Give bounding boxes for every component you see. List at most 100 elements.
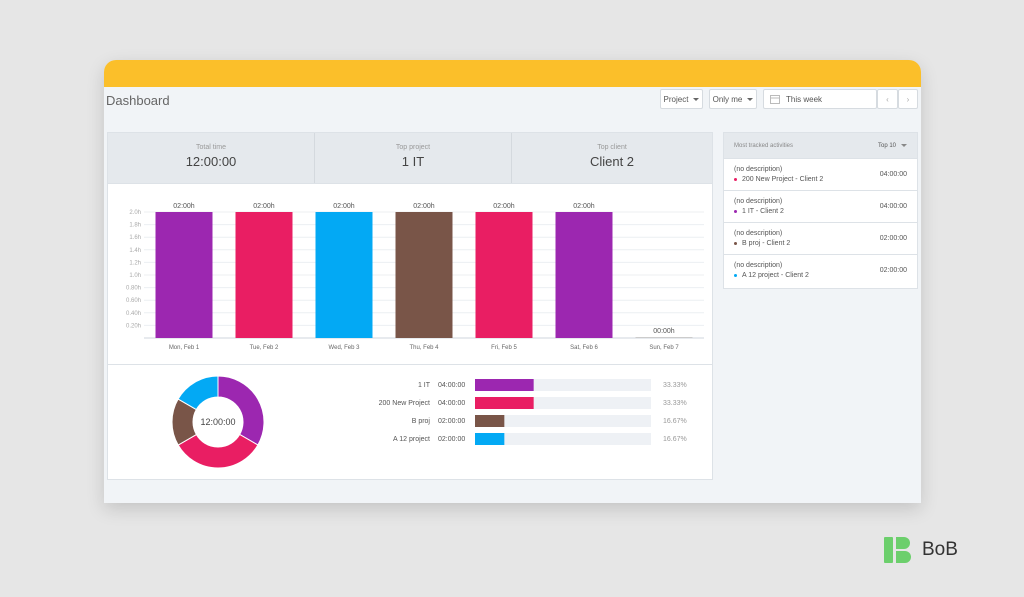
activity-project: 200 New Project - Client 2 <box>734 176 823 183</box>
y-tick-label: 0.80h <box>126 286 141 292</box>
chevron-down-icon <box>693 97 700 101</box>
x-tick-label: Mon, Feb 1 <box>169 345 200 351</box>
breakdown-bar-track <box>475 415 651 427</box>
summary-label: Top client <box>597 144 627 151</box>
daily-bar-chart: 2.0h 1.8h 1.6h 1.4h 1.2h 1.0h 0.80h 0.60h 0.40h 0… <box>108 184 712 365</box>
chevron-down-icon <box>901 144 907 147</box>
breakdown-project-name: A 12 project <box>393 436 430 443</box>
prev-week-button[interactable]: ‹ <box>877 89 898 109</box>
summary-value: Client 2 <box>589 154 635 169</box>
user-filter-dropdown[interactable]: Only me <box>709 89 757 109</box>
breakdown-bar-fill <box>475 397 534 409</box>
x-tick-label: Wed, Feb 3 <box>329 345 361 351</box>
activity-time: 02:00:00 <box>879 235 907 242</box>
activity-row[interactable]: (no description) A 12 project - Client 2 0… <box>724 254 917 286</box>
y-tick-label: 2.0h <box>129 210 141 216</box>
summary-total-time: Total time 12:00:00 <box>108 133 315 183</box>
page-header: Dashboard <box>104 87 921 127</box>
calendar-icon <box>770 95 780 104</box>
breakdown-project-name: B proj <box>412 418 431 425</box>
top-filter-dropdown[interactable]: Top 10 <box>878 143 907 149</box>
bob-logo-text: BoB <box>922 539 958 560</box>
donut-slice <box>177 433 259 469</box>
bar-data-label: 02:00h <box>333 203 355 210</box>
project-filter-dropdown[interactable]: Project <box>660 89 703 109</box>
y-tick-label: 1.4h <box>129 248 141 254</box>
activity-row[interactable]: (no description) 200 New Project - Client… <box>724 158 917 190</box>
bar <box>635 337 693 338</box>
activity-description: (no description) <box>734 262 783 269</box>
y-tick-label: 1.2h <box>129 260 141 266</box>
bob-logo: BoB <box>884 537 958 563</box>
activity-row[interactable]: (no description) B proj - Client 2 02:00:0… <box>724 222 917 254</box>
bar <box>315 212 373 338</box>
project-breakdown: 12:00:00 1 IT 04:00:00 33.33% 200 New Proje… <box>108 365 712 479</box>
x-tick-label: Sun, Feb 7 <box>649 345 679 351</box>
bar-data-label: 02:00h <box>493 203 515 210</box>
activity-row[interactable]: (no description) 1 IT - Client 2 04:00:00 <box>724 190 917 222</box>
donut-center-label: 12:00:00 <box>200 417 235 427</box>
project-color-dot <box>734 274 737 277</box>
chevron-down-icon <box>747 97 754 101</box>
breakdown-bar-fill <box>475 415 505 427</box>
bar <box>395 212 453 338</box>
activity-description: (no description) <box>734 198 783 205</box>
activity-time: 02:00:00 <box>879 267 907 274</box>
bar-data-label: 02:00h <box>413 203 435 210</box>
x-tick-label: Sat, Feb 6 <box>570 345 598 351</box>
next-week-button[interactable]: › <box>898 89 918 109</box>
summary-value: 12:00:00 <box>185 154 237 169</box>
window-top-bar <box>104 60 921 87</box>
y-tick-label: 1.0h <box>129 273 141 279</box>
activity-time: 04:00:00 <box>879 203 907 210</box>
breakdown-percent: 33.33% <box>663 382 687 389</box>
y-tick-label: 0.20h <box>126 323 141 329</box>
activity-list: (no description) 200 New Project - Client… <box>724 158 917 286</box>
date-range-label: This week <box>786 94 823 104</box>
date-range-picker[interactable]: This week <box>763 89 877 109</box>
breakdown-time: 02:00:00 <box>438 418 465 425</box>
activity-description: (no description) <box>734 230 783 237</box>
project-color-dot <box>734 178 737 181</box>
activities-header: Most tracked activities Top 10 <box>724 133 917 158</box>
activity-project-label: B proj - Client 2 <box>742 240 791 247</box>
breakdown-bar-fill <box>475 379 534 391</box>
bar-chart-svg: 2.0h 1.8h 1.6h 1.4h 1.2h 1.0h 0.80h 0.60h 0.40h 0… <box>126 203 704 351</box>
breakdown-time: 04:00:00 <box>438 400 465 407</box>
bar-data-label: 00:00h <box>653 328 675 335</box>
activity-project: B proj - Client 2 <box>734 240 790 247</box>
donut-slice <box>177 375 219 411</box>
top-filter-label: Top 10 <box>877 142 896 149</box>
bar-data-label: 02:00h <box>573 203 595 210</box>
activity-project: 1 IT - Client 2 <box>734 208 784 215</box>
summary-top-client: Top client Client 2 <box>512 133 712 183</box>
breakdown-time: 04:00:00 <box>438 382 465 389</box>
activity-project-label: 200 New Project - Client 2 <box>742 176 824 183</box>
activity-project-label: 1 IT - Client 2 <box>742 208 784 215</box>
chevron-left-icon: ‹ <box>886 94 889 104</box>
breakdown-percent: 16.67% <box>663 418 687 425</box>
x-tick-label: Fri, Feb 5 <box>491 345 517 351</box>
activity-project-label: A 12 project - Client 2 <box>742 272 809 279</box>
app-window: Dashboard Project Only me This week ‹ › … <box>104 60 921 503</box>
breakdown-time: 02:00:00 <box>438 436 465 443</box>
project-breakdown-bars: 1 IT 04:00:00 33.33% 200 New Project 04:00:0… <box>379 379 687 445</box>
breakdown-project-name: 200 New Project <box>379 400 430 407</box>
project-filter-label: Project <box>663 94 689 104</box>
breakdown-percent: 16.67% <box>663 436 687 443</box>
summary-label: Total time <box>196 144 226 151</box>
breakdown-bar-track <box>475 433 651 445</box>
project-color-dot <box>734 210 737 213</box>
bar <box>155 212 213 338</box>
summary-top-project: Top project 1 IT <box>315 133 512 183</box>
page-title: Dashboard <box>106 93 170 108</box>
y-tick-label: 0.40h <box>126 311 141 317</box>
y-tick-label: 0.60h <box>126 298 141 304</box>
activity-project: A 12 project - Client 2 <box>734 272 809 279</box>
activity-description: (no description) <box>734 166 783 173</box>
bar <box>555 212 613 338</box>
project-color-dot <box>734 242 737 245</box>
bar-data-label: 02:00h <box>173 203 195 210</box>
y-tick-label: 1.8h <box>129 223 141 229</box>
project-donut-chart: 12:00:00 <box>171 375 265 469</box>
